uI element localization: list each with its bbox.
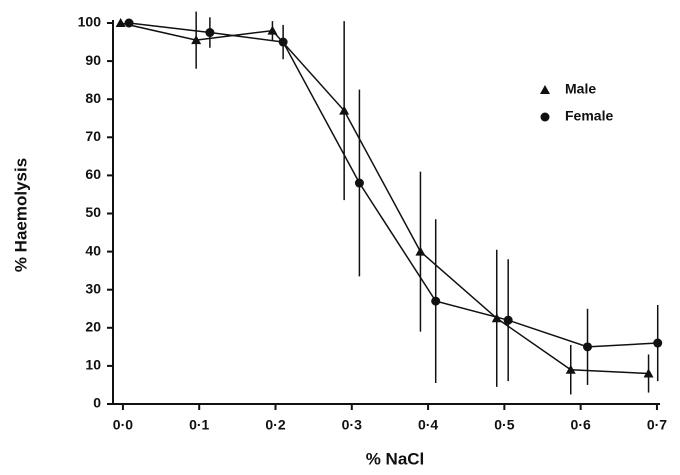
data-point: [415, 246, 426, 256]
data-point: [205, 28, 215, 38]
data-point: [339, 105, 350, 115]
data-point: [503, 315, 513, 325]
y-tick-label: 0: [93, 395, 101, 411]
data-point: [354, 178, 364, 188]
data-point: [431, 296, 441, 306]
x-tick-label: 0·5: [494, 417, 514, 433]
y-axis-label: % Haemolysis: [11, 158, 30, 272]
y-tick-label: 90: [85, 52, 101, 68]
legend-label: Male: [565, 81, 596, 97]
y-tick-label: 40: [85, 242, 101, 258]
y-tick-label: 60: [85, 166, 101, 182]
x-tick-label: 0·0: [113, 417, 133, 433]
data-point: [565, 364, 576, 374]
x-tick-label: 0·1: [189, 417, 209, 433]
data-point: [191, 35, 202, 45]
legend-marker: [540, 85, 550, 94]
y-tick-label: 20: [85, 319, 101, 335]
data-point: [267, 25, 278, 35]
y-tick-label: 30: [85, 280, 101, 296]
y-tick-label: 80: [85, 90, 101, 106]
data-point: [643, 368, 654, 378]
x-axis-label: % NaCl: [366, 449, 425, 468]
series-line: [120, 22, 649, 375]
series-line: [128, 22, 658, 348]
y-tick-label: 50: [85, 204, 101, 220]
legend-label: Female: [565, 108, 613, 124]
x-tick-label: 0·2: [265, 417, 285, 433]
x-tick-label: 0·3: [342, 417, 362, 433]
x-tick-label: 0·4: [418, 417, 438, 433]
data-point: [124, 18, 134, 28]
data-point: [115, 18, 126, 27]
y-tick-label: 70: [85, 128, 101, 144]
data-point: [653, 338, 663, 348]
y-tick-label: 10: [85, 357, 101, 373]
data-point: [278, 37, 288, 47]
legend-marker: [540, 112, 550, 122]
data-point: [583, 342, 593, 352]
x-tick-label: 0·7: [647, 417, 667, 433]
y-tick-label: 100: [78, 14, 102, 30]
x-tick-label: 0·6: [571, 417, 591, 433]
